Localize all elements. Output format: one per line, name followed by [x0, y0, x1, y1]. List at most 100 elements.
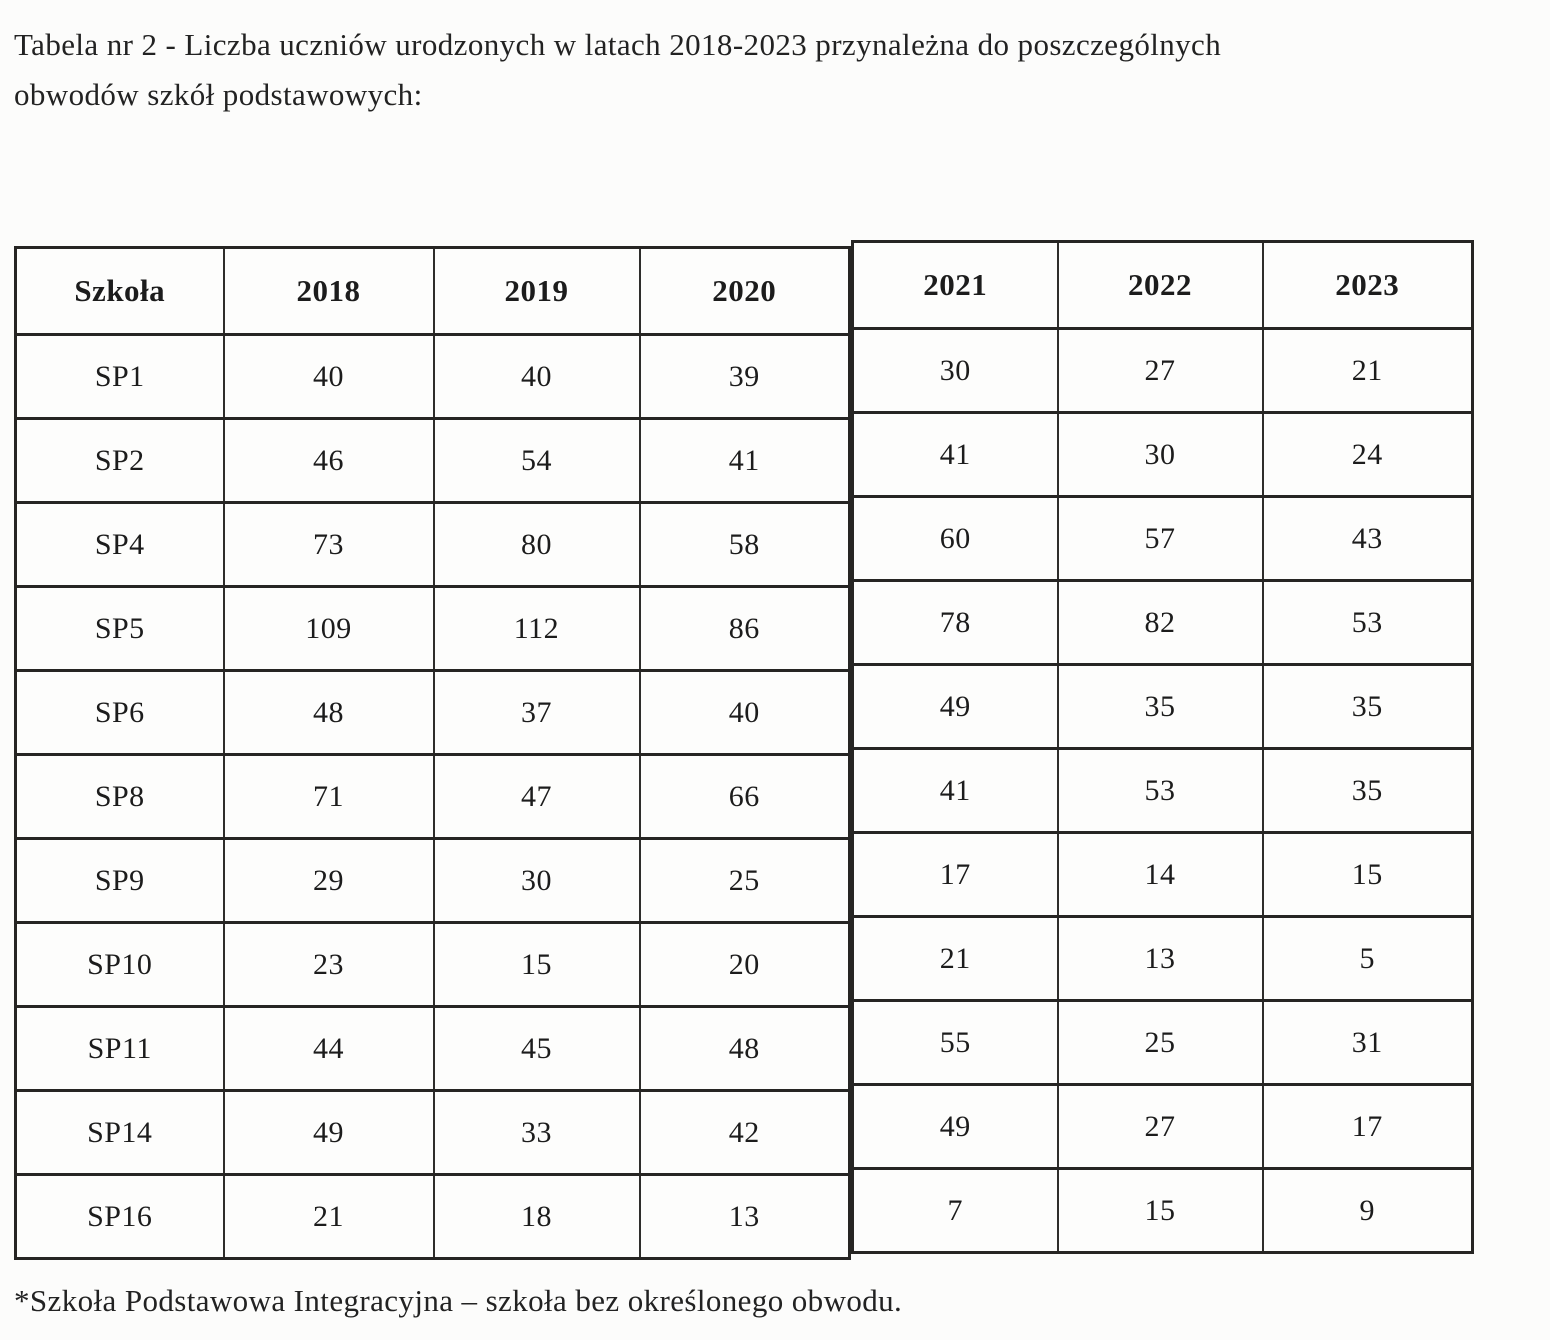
table-cell: 15	[432, 921, 641, 1008]
table-cell: 48	[638, 1005, 851, 1092]
row-label: SP14	[14, 1089, 225, 1176]
table-row-sp5: 78 82 53	[851, 579, 1474, 666]
title-line-2: obwodów szkół podstawowych:	[14, 76, 423, 112]
table-cell: 54	[432, 417, 641, 504]
table-row-sp10: 21 13 5	[851, 915, 1474, 1002]
header-row: 2021 2022 2023	[851, 240, 1474, 330]
table-row-sp14: 49 27 17	[851, 1083, 1474, 1170]
table-cell: 14	[1056, 831, 1264, 918]
table-cell: 39	[638, 333, 851, 420]
table-cell: 17	[1261, 1083, 1474, 1170]
table-cell: 49	[222, 1089, 435, 1176]
table-row-sp1: 30 27 21	[851, 327, 1474, 414]
table-cell: 35	[1056, 663, 1264, 750]
table-row-sp16: 7 15 9	[851, 1167, 1474, 1254]
table-row-sp14: SP14 49 33 42	[14, 1089, 851, 1176]
table-row-sp11: SP11 44 45 48	[14, 1005, 851, 1092]
table-cell: 15	[1261, 831, 1474, 918]
table-cell: 55	[851, 999, 1059, 1086]
table-cell: 30	[851, 327, 1059, 414]
table-cell: 112	[432, 585, 641, 672]
document-title: Tabela nr 2 - Liczba uczniów urodzonych …	[14, 20, 1534, 119]
table-cell: 25	[1056, 999, 1264, 1086]
table-cell: 82	[1056, 579, 1264, 666]
table-cell: 49	[851, 663, 1059, 750]
table-cell: 31	[1261, 999, 1474, 1086]
header-cell-2020: 2020	[638, 246, 851, 336]
table-cell: 109	[222, 585, 435, 672]
table-right-section: 2021 2022 2023 30 27 21 41 30 24 60	[851, 240, 1474, 1254]
table-cell: 71	[222, 753, 435, 840]
table-cell: 58	[638, 501, 851, 588]
table-cell: 33	[432, 1089, 641, 1176]
row-label: SP16	[14, 1173, 225, 1260]
table-cell: 17	[851, 831, 1059, 918]
header-cell-school: Szkoła	[14, 246, 225, 336]
header-cell-2018: 2018	[222, 246, 435, 336]
table-cell: 47	[432, 753, 641, 840]
row-label: SP10	[14, 921, 225, 1008]
table-cell: 53	[1261, 579, 1474, 666]
table-row-sp5: SP5 109 112 86	[14, 585, 851, 672]
table-cell: 41	[638, 417, 851, 504]
table-row-sp10: SP10 23 15 20	[14, 921, 851, 1008]
table-cell: 40	[222, 333, 435, 420]
table-row-sp2: SP2 46 54 41	[14, 417, 851, 504]
table-row-sp9: 17 14 15	[851, 831, 1474, 918]
table-cell: 37	[432, 669, 641, 756]
table-cell: 25	[638, 837, 851, 924]
table-cell: 73	[222, 501, 435, 588]
table-cell: 57	[1056, 495, 1264, 582]
table-left-section: Szkoła 2018 2019 2020 SP1 40 40 39 SP2 4…	[14, 246, 851, 1260]
table-cell: 20	[638, 921, 851, 1008]
table-cell: 35	[1261, 747, 1474, 834]
row-label: SP9	[14, 837, 225, 924]
table-cell: 21	[1261, 327, 1474, 414]
table-cell: 21	[222, 1173, 435, 1260]
table-row-sp2: 41 30 24	[851, 411, 1474, 498]
table-row-sp11: 55 25 31	[851, 999, 1474, 1086]
table-cell: 86	[638, 585, 851, 672]
table-row-sp6: 49 35 35	[851, 663, 1474, 750]
table-cell: 24	[1261, 411, 1474, 498]
header-cell-2023: 2023	[1261, 240, 1474, 330]
table-cell: 29	[222, 837, 435, 924]
header-cell-2021: 2021	[851, 240, 1059, 330]
table-cell: 41	[851, 747, 1059, 834]
row-label: SP2	[14, 417, 225, 504]
table-cell: 49	[851, 1083, 1059, 1170]
row-label: SP6	[14, 669, 225, 756]
table-row-sp8: 41 53 35	[851, 747, 1474, 834]
table-cell: 27	[1056, 327, 1264, 414]
title-line-1: Tabela nr 2 - Liczba uczniów urodzonych …	[14, 27, 1222, 62]
table-cell: 27	[1056, 1083, 1264, 1170]
table-cell: 35	[1261, 663, 1474, 750]
table-row-sp6: SP6 48 37 40	[14, 669, 851, 756]
row-label: SP11	[14, 1005, 225, 1092]
table-cell: 40	[432, 333, 641, 420]
table-row-sp4: 60 57 43	[851, 495, 1474, 582]
row-label: SP5	[14, 585, 225, 672]
header-row: Szkoła 2018 2019 2020	[14, 246, 851, 336]
table-cell: 53	[1056, 747, 1264, 834]
table-cell: 23	[222, 921, 435, 1008]
table-cell: 45	[432, 1005, 641, 1092]
table-cell: 15	[1056, 1167, 1264, 1254]
table-cell: 30	[432, 837, 641, 924]
table-row-sp8: SP8 71 47 66	[14, 753, 851, 840]
table-cell: 40	[638, 669, 851, 756]
table-cell: 13	[638, 1173, 851, 1260]
students-table: Szkoła 2018 2019 2020 SP1 40 40 39 SP2 4…	[14, 240, 1474, 1260]
header-cell-2022: 2022	[1056, 240, 1264, 330]
table-cell: 5	[1261, 915, 1474, 1002]
table-cell: 30	[1056, 411, 1264, 498]
table-cell: 46	[222, 417, 435, 504]
row-label: SP8	[14, 753, 225, 840]
table-cell: 41	[851, 411, 1059, 498]
table-cell: 18	[432, 1173, 641, 1260]
table-cell: 42	[638, 1089, 851, 1176]
table-row-sp1: SP1 40 40 39	[14, 333, 851, 420]
table-cell: 78	[851, 579, 1059, 666]
table-cell: 9	[1261, 1167, 1474, 1254]
